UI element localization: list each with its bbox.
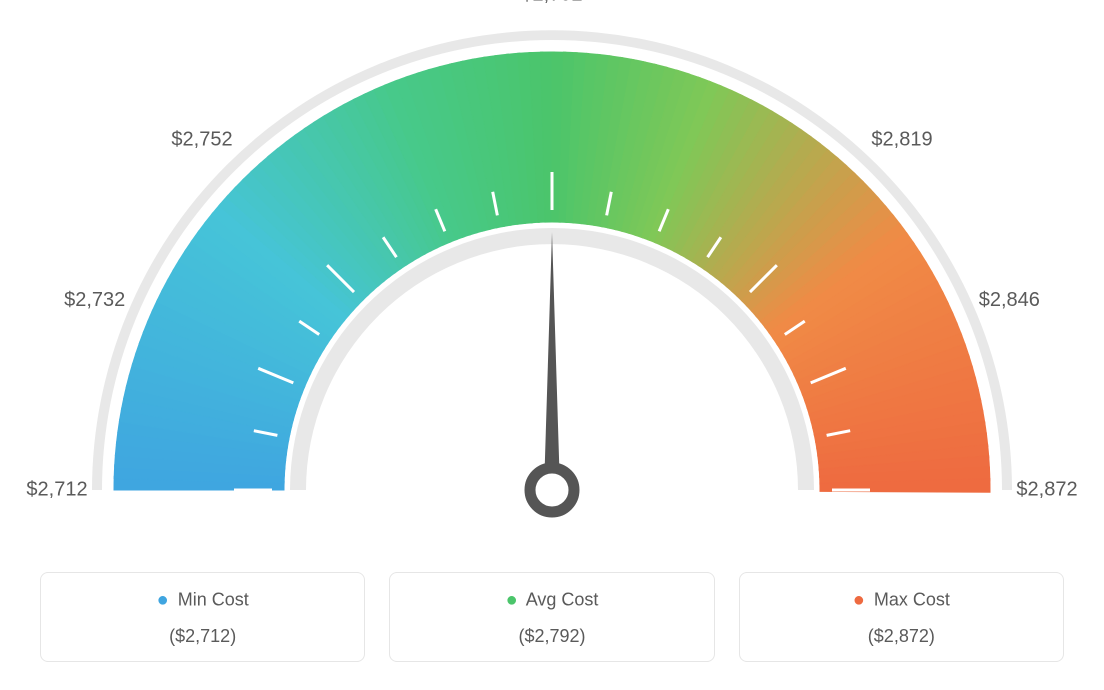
gauge-tick-label: $2,846: [979, 289, 1040, 311]
gauge-tick-label: $2,712: [26, 478, 87, 500]
max-cost-card: ● Max Cost ($2,872): [739, 572, 1064, 662]
min-label-text: Min Cost: [178, 589, 249, 609]
max-label-text: Max Cost: [874, 589, 950, 609]
min-cost-value: ($2,712): [41, 626, 364, 647]
gauge-tick-label: $2,732: [64, 289, 125, 311]
max-cost-value: ($2,872): [740, 626, 1063, 647]
min-cost-label: ● Min Cost: [41, 589, 364, 612]
cost-cards: ● Min Cost ($2,712) ● Avg Cost ($2,792) …: [40, 572, 1064, 662]
min-dot-icon: ●: [157, 589, 169, 611]
avg-cost-value: ($2,792): [390, 626, 713, 647]
avg-cost-label: ● Avg Cost: [390, 589, 713, 612]
gauge-needle: [544, 232, 560, 490]
avg-dot-icon: ●: [506, 589, 518, 611]
gauge-tick-label: $2,792: [521, 0, 582, 5]
gauge-chart-container: $2,712 $2,732 $2,752 $2,792 $2,819 $2,846 $2,8…: [0, 0, 1104, 690]
max-cost-label: ● Max Cost: [740, 589, 1063, 612]
avg-cost-card: ● Avg Cost ($2,792): [389, 572, 714, 662]
gauge-tick-label: $2,752: [171, 128, 232, 150]
min-cost-card: ● Min Cost ($2,712): [40, 572, 365, 662]
gauge-tick-label: $2,819: [871, 128, 932, 150]
avg-label-text: Avg Cost: [526, 589, 599, 609]
gauge-tick-label: $2,872: [1016, 478, 1077, 500]
gauge-hub: [530, 468, 574, 512]
max-dot-icon: ●: [853, 589, 865, 611]
